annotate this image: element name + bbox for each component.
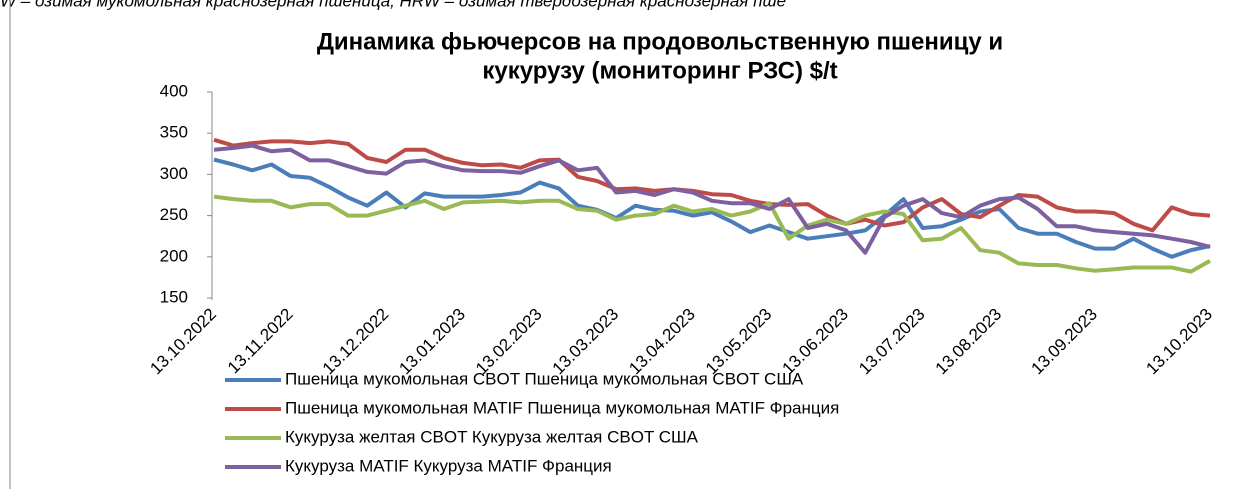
chart-title: Динамика фьючерсов на продовольственную …	[317, 28, 1003, 55]
legend-label: Кукуруза желтая CBOT Кукуруза желтая CBO…	[285, 427, 699, 446]
legend-label: Пшеница мукомольная CBOT Пшеница мукомол…	[285, 369, 804, 388]
series-line	[213, 157, 1211, 259]
legend-label: Пшеница мукомольная MATIF Пшеница мукомо…	[285, 398, 839, 417]
legend-label: Кукуруза MATIF Кукуруза MATIF Франция	[285, 456, 612, 475]
y-tick-label: 300	[160, 164, 188, 183]
y-tick-label: 150	[160, 287, 188, 306]
y-tick-label: 350	[160, 123, 188, 142]
series-line	[213, 143, 1211, 255]
clipped-note: W – озимая мукомольная краснозерная пшен…	[0, 0, 786, 10]
series-line	[213, 194, 1211, 274]
series-line	[213, 137, 1211, 233]
y-tick-label: 250	[160, 205, 188, 224]
chart-title: кукурузу (мониторинг РЗС) $/t	[482, 57, 837, 84]
y-tick-label: 200	[160, 246, 188, 265]
y-tick-label: 400	[160, 81, 188, 100]
